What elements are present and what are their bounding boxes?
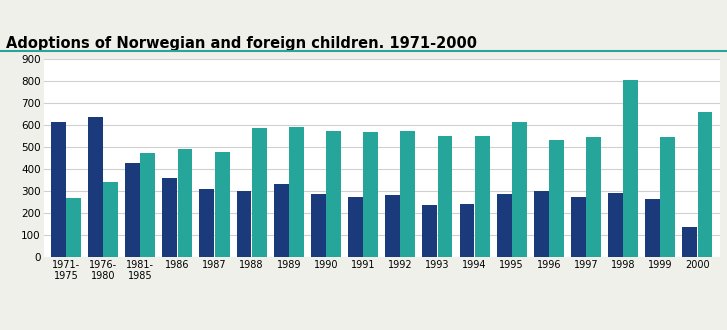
Bar — [683, 227, 697, 257]
Bar — [422, 205, 437, 257]
Text: Adoptions of Norwegian and foreign children. 1971-2000: Adoptions of Norwegian and foreign child… — [7, 36, 478, 51]
Bar — [364, 132, 378, 257]
Bar — [88, 116, 103, 257]
Bar — [698, 112, 712, 257]
Bar — [660, 137, 675, 257]
Bar — [274, 184, 289, 257]
Bar — [438, 136, 452, 257]
Bar — [125, 163, 140, 257]
Bar — [252, 128, 267, 257]
Bar — [51, 122, 65, 257]
Bar — [512, 122, 527, 257]
Bar — [608, 193, 623, 257]
Bar — [326, 131, 341, 257]
Bar — [549, 140, 564, 257]
Bar — [475, 136, 489, 257]
Bar — [385, 195, 400, 257]
Bar — [571, 197, 586, 257]
Bar — [459, 204, 474, 257]
Bar — [289, 127, 304, 257]
Bar — [348, 197, 363, 257]
Bar — [140, 153, 156, 257]
Bar — [162, 178, 177, 257]
Bar — [401, 131, 415, 257]
Bar — [236, 191, 252, 257]
Bar — [66, 198, 81, 257]
Bar — [177, 149, 193, 257]
Bar — [497, 194, 512, 257]
Bar — [586, 137, 601, 257]
Bar — [534, 191, 549, 257]
Bar — [214, 152, 230, 257]
Bar — [646, 199, 660, 257]
Bar — [623, 80, 638, 257]
Bar — [199, 189, 214, 257]
Bar — [311, 194, 326, 257]
Bar — [103, 182, 118, 257]
